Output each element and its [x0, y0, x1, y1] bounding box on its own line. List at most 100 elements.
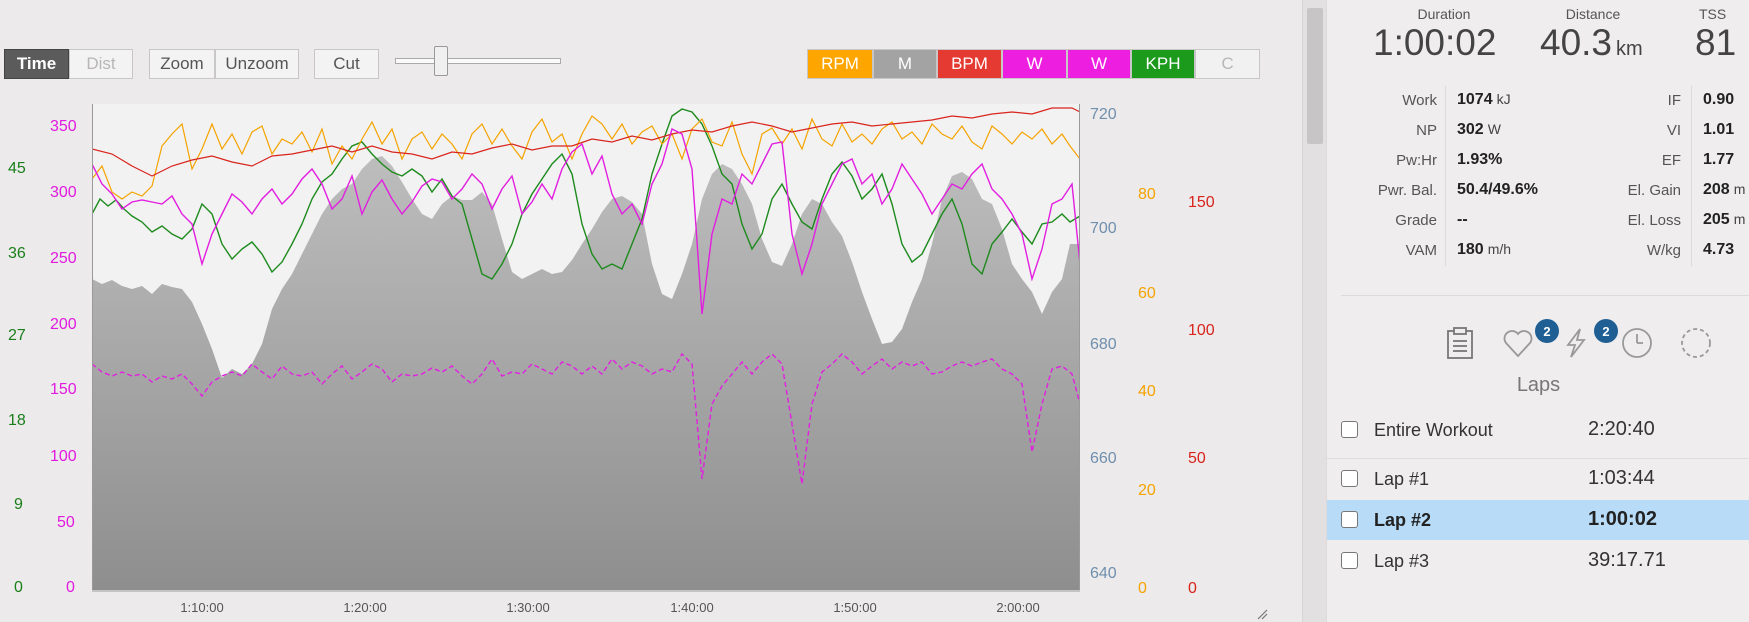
channel-w2-toggle[interactable]: W — [1067, 49, 1131, 79]
lap-checkbox[interactable] — [1341, 470, 1358, 487]
lap-row-entire-workout[interactable]: Entire Workout 2:20:40 — [1327, 410, 1749, 450]
power-badge: 2 — [1594, 319, 1618, 343]
speed-line — [92, 108, 1080, 280]
rpm-tick: 40 — [1138, 383, 1156, 400]
power-balance-line — [92, 352, 1080, 485]
watts-tick: 200 — [50, 316, 77, 333]
np-value: 302 W — [1457, 121, 1501, 138]
heart-rate-zones-icon[interactable] — [1501, 326, 1535, 360]
watts-tick: 300 — [50, 184, 77, 201]
lap-row-lap-2[interactable]: Lap #2 1:00:02 — [1327, 500, 1749, 540]
kph-tick: 18 — [8, 412, 26, 429]
unzoom-button[interactable]: Unzoom — [215, 49, 299, 79]
tss-label: TSS — [1699, 6, 1727, 22]
distance-value-group: 40.3 km — [1540, 22, 1643, 64]
cadence-line — [92, 115, 1080, 200]
channel-bpm-toggle[interactable]: BPM — [937, 49, 1002, 79]
stats-divider — [1691, 86, 1692, 266]
kph-tick: 0 — [14, 579, 23, 596]
rpm-tick: 20 — [1138, 482, 1156, 499]
watts-tick: 350 — [50, 118, 77, 135]
channel-kph-toggle[interactable]: KPH — [1131, 49, 1195, 79]
elevation-area — [92, 156, 1080, 592]
workout-graph[interactable] — [92, 104, 1080, 592]
watts-tick: 0 — [66, 579, 75, 596]
panel-scrollbar[interactable] — [1302, 0, 1327, 622]
pwhr-label: Pw:Hr — [1396, 152, 1437, 169]
notes-clipboard-icon[interactable] — [1443, 326, 1477, 360]
kph-tick: 45 — [8, 160, 26, 177]
lap-name: Lap #2 — [1374, 510, 1432, 530]
channel-m-toggle[interactable]: M — [873, 49, 937, 79]
channel-rpm-toggle[interactable]: RPM — [807, 49, 873, 79]
watts-tick: 250 — [50, 250, 77, 267]
time-tick: 1:50:00 — [833, 600, 877, 615]
cut-button[interactable]: Cut — [314, 49, 379, 79]
elevation-loss-value: 205 m — [1703, 211, 1746, 228]
lap-name: Lap #1 — [1374, 469, 1430, 489]
time-tick: 1:10:00 — [180, 600, 224, 615]
elevation-tick: 640 — [1090, 565, 1117, 582]
if-value: 0.90 — [1703, 91, 1735, 108]
elevation-tick: 660 — [1090, 450, 1117, 467]
work-value: 1074 kJ — [1457, 91, 1511, 108]
rpm-tick: 80 — [1138, 186, 1156, 203]
time-toggle-button[interactable]: Time — [4, 49, 69, 79]
work-label: Work — [1402, 92, 1437, 109]
vi-value: 1.01 — [1703, 121, 1735, 138]
elevation-tick: 680 — [1090, 336, 1117, 353]
kph-tick: 36 — [8, 245, 26, 262]
bpm-tick: 0 — [1188, 580, 1197, 597]
channel-w-toggle[interactable]: W — [1002, 49, 1067, 79]
zoom-slider-track[interactable] — [395, 58, 561, 64]
lap-checkbox[interactable] — [1341, 511, 1358, 528]
zoom-slider-handle[interactable] — [434, 46, 448, 76]
kph-tick: 27 — [8, 327, 26, 344]
zoom-button[interactable]: Zoom — [149, 49, 215, 79]
if-label: IF — [1667, 92, 1681, 109]
vi-label: VI — [1666, 122, 1681, 139]
lap-row-lap-3[interactable]: Lap #3 39:17.71 — [1327, 541, 1749, 581]
rpm-tick: 0 — [1138, 580, 1147, 597]
wkg-value: 4.73 — [1703, 241, 1735, 258]
clock-icon[interactable] — [1620, 326, 1654, 360]
power-balance-value: 50.4/49.6% — [1457, 181, 1538, 198]
lap-checkbox[interactable] — [1341, 552, 1358, 569]
lap-name: Entire Workout — [1374, 420, 1493, 440]
scrollbar-thumb[interactable] — [1307, 8, 1323, 144]
lap-time: 39:17.71 — [1588, 549, 1666, 571]
elevation-loss-label: El. Loss — [1627, 212, 1681, 229]
wkg-label: W/kg — [1646, 242, 1681, 259]
chart-panel: Time Dist Zoom Unzoom Cut RPM M BPM W W … — [4, 46, 1268, 620]
heart-rate-line — [92, 107, 1080, 177]
lap-checkbox[interactable] — [1341, 421, 1358, 438]
dashed-circle-icon[interactable] — [1679, 326, 1713, 360]
lap-name: Lap #3 — [1374, 551, 1430, 571]
time-tick: 2:00:00 — [996, 600, 1040, 615]
bpm-tick: 100 — [1188, 322, 1215, 339]
duration-value: 1:00:02 — [1373, 22, 1497, 63]
distance-unit: km — [1616, 38, 1643, 60]
watts-tick: 50 — [57, 514, 75, 531]
distance-label: Distance — [1565, 6, 1621, 22]
channel-c-toggle[interactable]: C — [1195, 49, 1260, 79]
power-balance-label: Pwr. Bal. — [1377, 182, 1437, 199]
elevation-tick: 700 — [1090, 220, 1117, 237]
tss-value: 81 — [1695, 22, 1737, 63]
np-label: NP — [1416, 122, 1437, 139]
power-zones-icon[interactable] — [1559, 326, 1593, 360]
lap-time: 1:00:02 — [1588, 508, 1657, 530]
elevation-gain-label: El. Gain — [1627, 182, 1681, 199]
dist-toggle-button[interactable]: Dist — [69, 49, 133, 79]
workout-summary-panel: Duration 1:00:02 Distance 40.3 km TSS 81 … — [1326, 0, 1749, 622]
vam-label: VAM — [1405, 242, 1437, 259]
lap-row-lap-1[interactable]: Lap #1 1:03:44 — [1327, 458, 1749, 499]
time-tick: 1:20:00 — [343, 600, 387, 615]
section-divider — [1341, 295, 1749, 296]
elevation-gain-value: 208 m — [1703, 181, 1746, 198]
bpm-tick: 150 — [1188, 194, 1215, 211]
resize-grip-icon[interactable] — [1256, 608, 1268, 620]
distance-value: 40.3 — [1540, 22, 1613, 63]
vam-value: 180 m/h — [1457, 241, 1512, 258]
lap-time: 2:20:40 — [1588, 418, 1655, 440]
